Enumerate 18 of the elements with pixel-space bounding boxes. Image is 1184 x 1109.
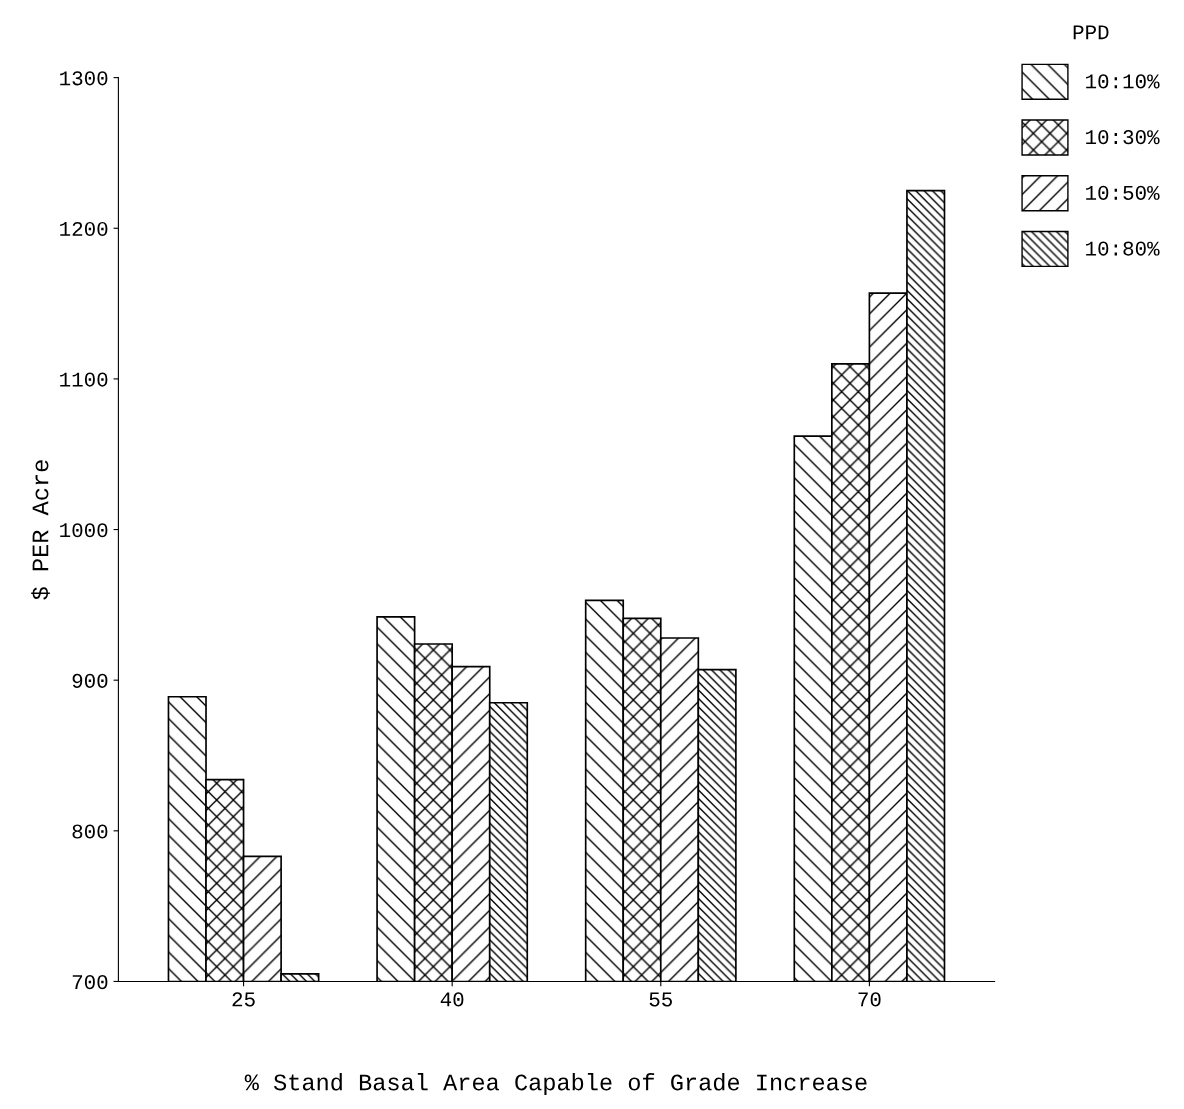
x-tick-label: 40 <box>440 992 464 1007</box>
y-axis-title: $ PER Acre <box>31 460 50 600</box>
y-tick-label: 1100 <box>60 372 108 387</box>
y-tick-label: 900 <box>72 673 108 688</box>
legend-title: PPD <box>1073 25 1109 40</box>
y-tick-label: 700 <box>72 975 108 990</box>
y-tick-label: 800 <box>72 824 108 839</box>
x-axis-title: % Stand Basal Area Capable of Grade Increase <box>244 1073 867 1096</box>
y-tick-label: 1300 <box>60 71 108 86</box>
y-tick-label: 1000 <box>60 523 108 538</box>
legend-label: 10:30% <box>1086 130 1160 145</box>
legend-label: 10:10% <box>1086 74 1160 89</box>
legend-label: 10:50% <box>1086 185 1160 200</box>
y-tick-label: 1200 <box>60 221 108 237</box>
legend-label: 10:80% <box>1086 241 1160 256</box>
x-tick-label: 55 <box>649 992 672 1007</box>
x-tick-label: 25 <box>232 992 255 1007</box>
x-tick-label: 70 <box>858 992 881 1007</box>
